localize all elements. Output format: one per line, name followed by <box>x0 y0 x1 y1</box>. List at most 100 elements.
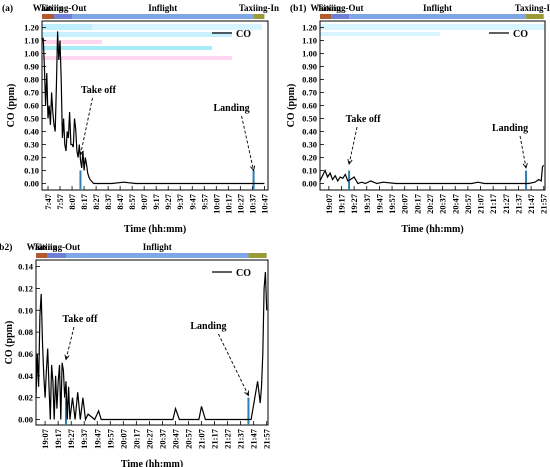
y-tick-label: 0.90 <box>24 62 39 72</box>
panel-label: (a) <box>2 3 13 14</box>
x-tick-label: 9:17 <box>151 193 161 209</box>
y-tick-label: 0.10 <box>24 166 39 176</box>
y-tick-label: 1.20 <box>24 23 39 33</box>
y-tick-label: 0.10 <box>18 305 33 315</box>
y-tick-label: 0.40 <box>302 127 317 137</box>
x-tick-label: 19:27 <box>66 428 76 449</box>
x-tick-label: 21:27 <box>223 428 233 449</box>
plot-frame <box>35 259 269 426</box>
x-tick-label: 20:47 <box>170 428 180 449</box>
highlight-stripe <box>92 24 262 30</box>
phase-label: Taxiing-Out <box>40 3 87 13</box>
y-tick-label: 0.08 <box>18 327 33 337</box>
y-tick-label: 0.70 <box>24 88 39 98</box>
x-tick-label: 9:47 <box>187 193 197 209</box>
annotation-text: Landing <box>492 123 528 134</box>
y-axis-label: CO (ppm) <box>286 84 297 128</box>
phase-band-segment <box>65 253 249 258</box>
highlight-stripe <box>42 32 232 37</box>
highlight-stripe <box>320 32 440 36</box>
y-tick-label: 1.10 <box>302 36 317 46</box>
x-tick-label: 10:07 <box>211 193 221 214</box>
x-tick-label: 19:17 <box>336 193 346 214</box>
x-tick-label: 19:17 <box>53 428 63 449</box>
phase-band-segment <box>320 14 332 19</box>
x-tick-label: 19:37 <box>79 428 89 449</box>
x-tick-label: 19:37 <box>362 193 372 214</box>
y-tick-label: 0.90 <box>302 62 317 72</box>
y-tick-label: 1.00 <box>302 49 317 59</box>
phase-label: Inflight <box>148 3 177 13</box>
y-tick-label: 0.20 <box>302 153 317 163</box>
y-tick-label: 0.14 <box>18 262 34 272</box>
x-tick-label: 21:17 <box>488 193 498 214</box>
phase-label: Inflight <box>143 242 172 252</box>
y-tick-label: 0.00 <box>302 179 317 189</box>
co-series-line <box>319 164 545 185</box>
y-tick-label: 0.00 <box>18 415 33 425</box>
x-tick-label: 21:37 <box>236 428 246 449</box>
y-tick-label: 0.30 <box>24 140 39 150</box>
y-tick-label: 0.80 <box>24 75 39 85</box>
phase-label: Inflight <box>423 3 452 13</box>
x-tick-label: 10:47 <box>259 193 269 214</box>
phase-label: Taxiing-In <box>239 3 279 13</box>
x-axis-label: Time (hh:mm) <box>124 224 186 235</box>
x-tick-label: 19:57 <box>387 193 397 214</box>
x-tick-label: 7:47 <box>43 193 53 209</box>
x-tick-label: 21:17 <box>210 428 220 449</box>
phase-band-segment <box>248 253 267 258</box>
x-tick-label: 21:37 <box>513 193 523 214</box>
annotation-arrowhead <box>78 149 84 156</box>
annotation-text: Take off <box>81 85 117 96</box>
legend-label: CO <box>236 268 251 279</box>
y-tick-label: 1.10 <box>24 36 39 46</box>
annotation-arrowhead <box>250 165 256 172</box>
x-tick-label: 20:47 <box>450 193 460 214</box>
x-tick-label: 20:17 <box>131 428 141 449</box>
phase-band-segment <box>331 14 350 19</box>
x-tick-label: 19:07 <box>324 193 334 214</box>
annotation-arrowhead <box>244 390 249 397</box>
y-tick-label: 0.80 <box>302 75 317 85</box>
x-tick-label: 21:57 <box>262 428 272 449</box>
phase-band-segment <box>47 253 66 258</box>
y-tick-label: 1.20 <box>302 23 317 33</box>
annotation-arrow <box>348 126 358 165</box>
x-tick-label: 20:17 <box>412 193 422 214</box>
x-tick-label: 19:47 <box>374 193 384 214</box>
x-tick-label: 20:27 <box>425 193 435 214</box>
phase-band-segment <box>54 14 73 19</box>
x-tick-label: 8:47 <box>115 193 125 209</box>
highlight-stripe <box>320 24 545 30</box>
x-tick-label: 19:57 <box>105 428 115 449</box>
x-tick-label: 8:17 <box>79 193 89 209</box>
x-tick-label: 20:07 <box>118 428 128 449</box>
x-tick-label: 20:27 <box>144 428 154 449</box>
annotation-arrowhead <box>64 354 70 361</box>
y-axis-label: CO (ppm) <box>4 321 15 365</box>
highlight-stripe <box>42 46 212 50</box>
y-tick-label: 0.50 <box>302 114 317 124</box>
highlight-stripe <box>42 56 232 60</box>
x-tick-label: 8:27 <box>91 193 101 209</box>
legend-label: CO <box>513 29 528 40</box>
phase-band-segment <box>36 253 48 258</box>
phase-band-segment <box>526 14 544 19</box>
x-tick-label: 7:57 <box>55 193 65 209</box>
y-tick-label: 0.10 <box>302 166 317 176</box>
x-tick-label: 20:37 <box>157 428 167 449</box>
y-tick-label: 0.12 <box>18 283 33 293</box>
x-axis-label: Time (hh:mm) <box>401 224 463 235</box>
x-tick-label: 8:57 <box>127 193 137 209</box>
phase-band-segment <box>253 14 265 19</box>
annotation-arrow <box>80 97 93 155</box>
annotation-arrowhead <box>347 159 353 166</box>
x-tick-label: 21:27 <box>501 193 511 214</box>
y-tick-label: 0.40 <box>24 127 39 137</box>
x-tick-label: 9:57 <box>199 193 209 209</box>
x-tick-label: 8:07 <box>67 193 77 209</box>
x-tick-label: 21:07 <box>197 428 207 449</box>
